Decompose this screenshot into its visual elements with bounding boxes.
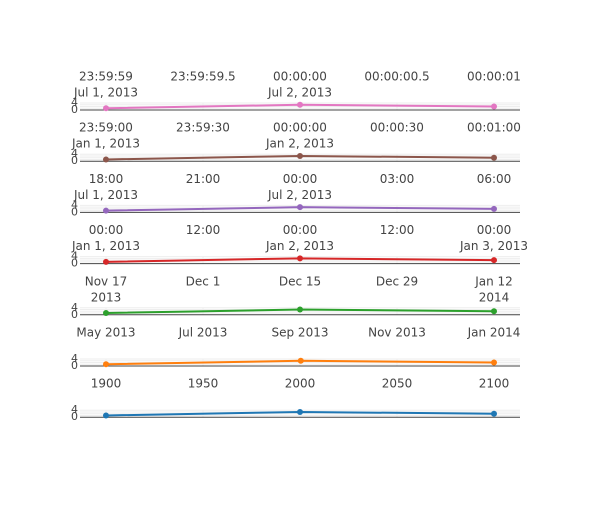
data-point	[297, 101, 303, 108]
x-tick-label: Jan 1, 2013	[71, 239, 140, 253]
y-tick-label: 0	[71, 410, 78, 423]
x-tick-label: 23:59:59.5	[170, 70, 235, 84]
x-tick-label: 2000	[285, 377, 316, 391]
x-tick-label: 00:00:30	[370, 121, 424, 135]
x-tick-label: 1900	[91, 377, 122, 391]
x-tick-label: 23:59:59	[79, 70, 133, 84]
x-tick-label: 18:00	[89, 172, 124, 186]
x-tick-label: Jan 2, 2013	[265, 239, 334, 253]
x-tick-label: Dec 29	[376, 274, 418, 288]
y-tick-label: 4	[71, 147, 78, 160]
data-point	[103, 310, 109, 317]
x-tick-label: Nov 17	[85, 274, 128, 288]
data-point	[103, 105, 109, 112]
subplot-7: 04 1900 1950 2000 2050 2100	[71, 377, 520, 423]
y-tick-label: 4	[71, 250, 78, 263]
y-tick-label: 4	[71, 301, 78, 314]
y-tick-label: 0	[71, 308, 78, 321]
x-tick-label: May 2013	[76, 326, 135, 340]
x-tick-label: 00:00:00.5	[364, 70, 429, 84]
data-point	[491, 257, 497, 264]
x-tick-label: Jul 1, 2013	[73, 86, 138, 100]
y-tick-label: 4	[71, 198, 78, 211]
data-point	[491, 154, 497, 161]
x-tick-label: Nov 2013	[368, 326, 426, 340]
x-tick-label: Sep 2013	[272, 326, 329, 340]
data-point	[103, 156, 109, 163]
data-point	[491, 410, 497, 417]
y-tick-label: 0	[71, 154, 78, 167]
x-tick-label: Jan 2014	[467, 326, 521, 340]
subplot-5: 04 Nov 17 2013 Dec 1 Dec 15 Dec 29 Jan 12 2014	[71, 274, 520, 321]
x-tick-label: 00:01:00	[467, 121, 521, 135]
y-tick-label: 0	[71, 359, 78, 372]
x-tick-label: Jan 3, 2013	[459, 239, 528, 253]
data-point	[297, 408, 303, 415]
x-tick-label: Dec 1	[186, 274, 221, 288]
x-tick-label: 23:59:30	[176, 121, 230, 135]
y-tick-label: 4	[71, 96, 78, 109]
x-tick-label: 2050	[382, 377, 413, 391]
x-tick-label: 00:00:00	[273, 121, 327, 135]
data-point	[297, 357, 304, 364]
data-point	[491, 205, 497, 212]
x-tick-label: 12:00	[186, 223, 221, 237]
y-tick-label: 4	[71, 403, 78, 416]
x-tick-label: 00:00	[477, 223, 512, 237]
x-tick-label: Jul 1, 2013	[73, 188, 138, 202]
x-tick-label: 1950	[188, 377, 219, 391]
x-tick-label: 23:59:00	[79, 121, 133, 135]
y-tick-label: 0	[71, 103, 78, 116]
x-tick-label: 00:00:01	[467, 70, 521, 84]
data-point	[297, 306, 303, 313]
x-tick-label: 06:00	[477, 172, 512, 186]
y-tick-label: 0	[71, 257, 78, 270]
x-tick-label: Jul 2, 2013	[267, 86, 332, 100]
x-tick-label: 12:00	[380, 223, 415, 237]
data-point	[297, 255, 303, 262]
data-point	[297, 152, 303, 159]
x-tick-label: 00:00:00	[273, 70, 327, 84]
data-point	[297, 204, 303, 211]
x-tick-label: 2013	[91, 290, 122, 304]
data-point	[103, 361, 109, 368]
subplot-3: 04 18:00 Jul 1, 2013 21:00 00:00 Jul 2, 2013 0…	[71, 172, 520, 218]
data-point	[103, 207, 109, 214]
data-point	[491, 103, 497, 110]
data-point	[491, 359, 497, 366]
x-tick-label: 21:00	[186, 172, 221, 186]
y-tick-label: 4	[71, 352, 78, 365]
x-tick-label: Jul 2013	[178, 326, 228, 340]
data-point	[103, 412, 109, 419]
x-tick-label: Dec 15	[279, 274, 321, 288]
x-tick-label: Jan 1, 2013	[71, 137, 140, 151]
x-tick-label: 00:00	[283, 223, 318, 237]
x-tick-label: Jul 2, 2013	[267, 188, 332, 202]
data-point	[103, 258, 109, 265]
y-tick-label: 0	[71, 205, 78, 218]
x-tick-label: 00:00	[283, 172, 318, 186]
x-tick-label: 2014	[479, 290, 510, 304]
subplot-6: 04 May 2013 Jul 2013 Sep 2013 Nov 2013 Jan 20…	[71, 326, 520, 373]
x-tick-label: 00:00	[89, 223, 124, 237]
subplot-4: 04 00:00 Jan 1, 2013 12:00 00:00 Jan 2, 2013 1…	[71, 223, 528, 270]
x-tick-label: Jan 12	[474, 274, 513, 288]
x-tick-label: Jan 2, 2013	[265, 137, 334, 151]
data-point	[491, 308, 497, 315]
x-tick-label: 2100	[479, 377, 510, 391]
x-tick-label: 03:00	[380, 172, 415, 186]
